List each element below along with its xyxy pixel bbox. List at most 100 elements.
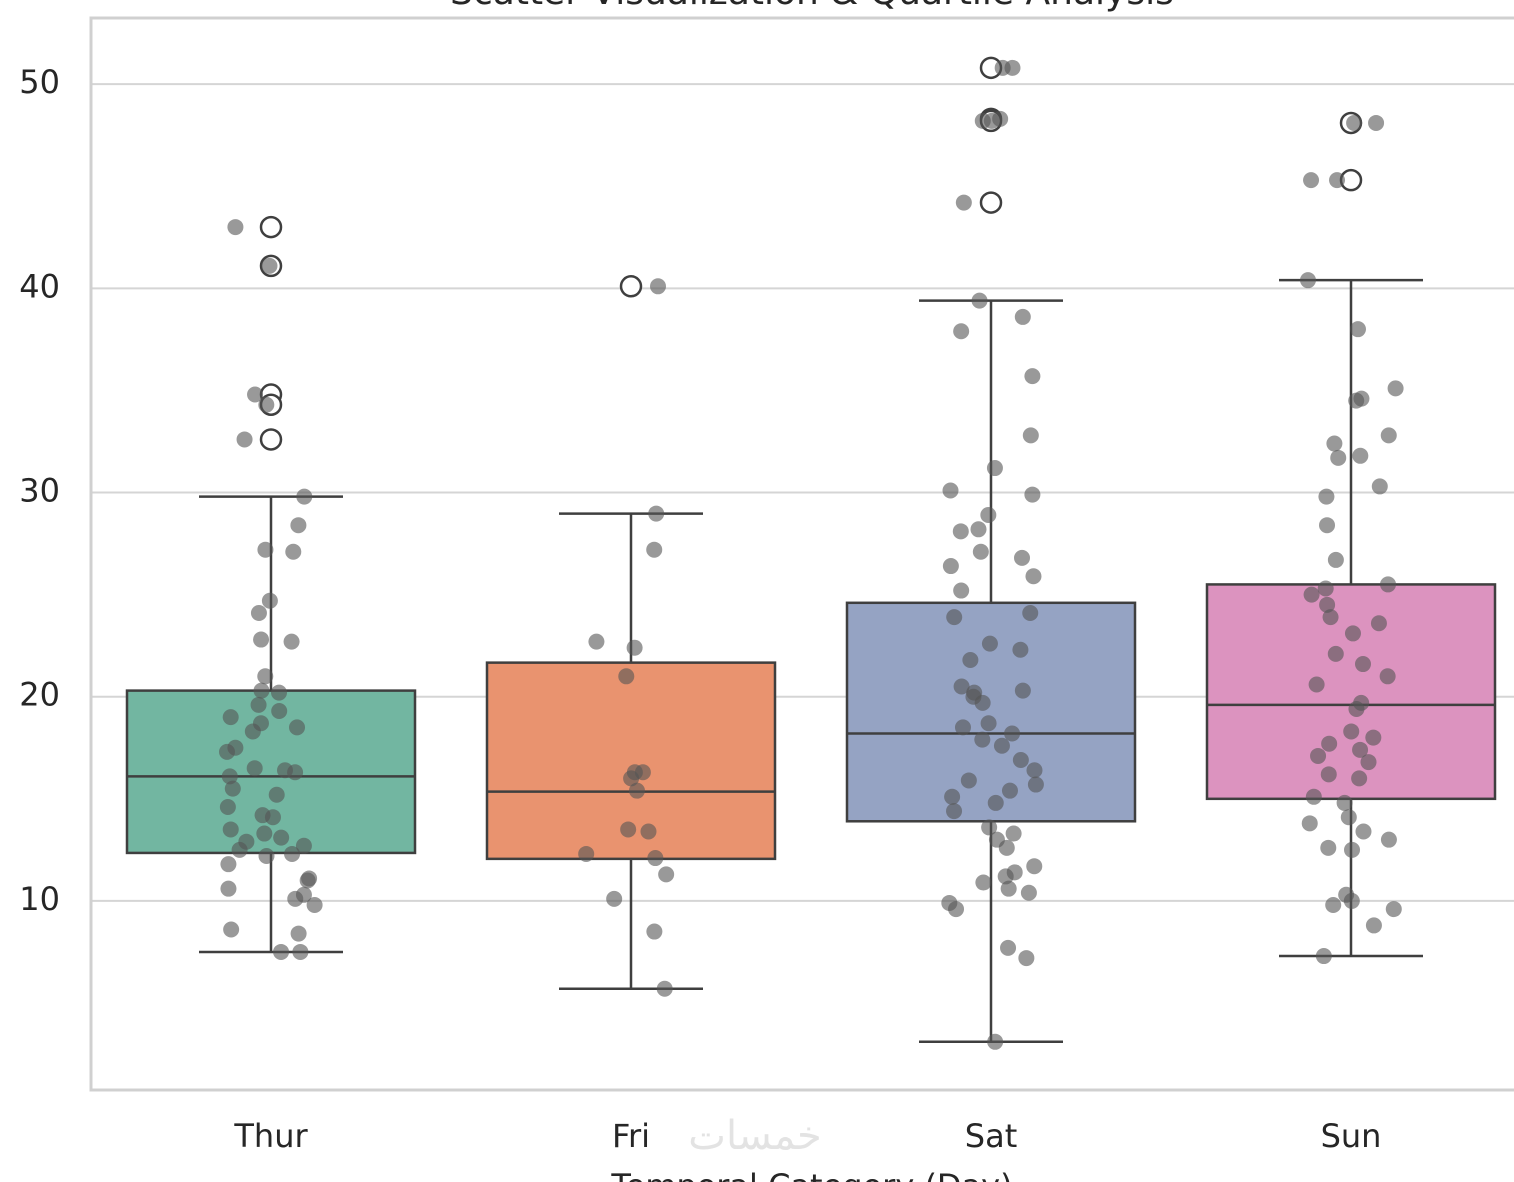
strip-point: [946, 609, 963, 626]
strip-point: [942, 558, 959, 575]
strip-point: [1349, 321, 1366, 338]
y-tick-label: 20: [19, 676, 60, 714]
strip-point: [1343, 892, 1360, 909]
strip-point: [992, 110, 1009, 127]
strip-point: [289, 719, 306, 736]
strip-point: [952, 523, 969, 540]
strip-point: [1368, 114, 1385, 131]
strip-point: [944, 788, 961, 805]
strip-point: [287, 764, 304, 781]
strip-point: [981, 819, 998, 836]
strip-point: [588, 633, 605, 650]
strip-point: [1348, 392, 1365, 409]
strip-point: [955, 194, 972, 211]
strip-point: [1327, 645, 1344, 662]
strip-point: [1315, 948, 1332, 965]
strip-point: [954, 719, 971, 736]
x-tick-label: Fri: [612, 1117, 650, 1155]
strip-point: [257, 668, 274, 685]
strip-point: [1380, 427, 1397, 444]
strip-point: [221, 768, 238, 785]
strip-point: [1026, 762, 1043, 779]
strip-point: [1365, 917, 1382, 934]
strip-point: [1330, 449, 1347, 466]
strip-point: [980, 715, 997, 732]
strip-point: [650, 278, 667, 295]
strip-point: [647, 850, 664, 867]
strip-point: [1022, 427, 1039, 444]
strip-point: [273, 829, 290, 846]
strip-point: [1012, 641, 1029, 658]
strip-point: [295, 837, 312, 854]
strip-point: [261, 592, 278, 609]
strip-point: [271, 703, 288, 720]
strip-point: [284, 845, 301, 862]
strip-point: [1320, 839, 1337, 856]
strip-point: [1018, 950, 1035, 967]
strip-point: [258, 396, 275, 413]
strip-point: [256, 825, 273, 842]
strip-point: [1014, 549, 1031, 566]
strip-point: [247, 386, 264, 403]
strip-point: [1319, 517, 1336, 534]
strip-point: [290, 517, 307, 534]
strip-point: [987, 794, 1004, 811]
strip-point: [975, 874, 992, 891]
x-tick-label: Sun: [1321, 1117, 1382, 1155]
strip-point: [981, 635, 998, 652]
strip-point: [1352, 741, 1369, 758]
strip-point: [618, 668, 635, 685]
strip-point: [299, 872, 316, 889]
strip-point: [1321, 735, 1338, 752]
strip-point: [257, 541, 274, 558]
x-tick-label: Sat: [965, 1117, 1017, 1155]
strip-point: [1380, 831, 1397, 848]
strip-point: [1326, 435, 1343, 452]
outlier: [259, 428, 283, 451]
strip-point: [970, 521, 987, 538]
strip-point: [987, 1033, 1004, 1050]
strip-point: [1317, 580, 1334, 597]
strip-point: [646, 923, 663, 940]
strip-point: [258, 847, 275, 864]
strip-point: [1351, 770, 1368, 787]
strip-point: [296, 488, 313, 505]
y-tick-label: 50: [19, 63, 60, 101]
strip-point: [1303, 586, 1320, 603]
strip-point: [623, 770, 640, 787]
strip-point: [1000, 939, 1017, 956]
y-tick-label: 10: [19, 880, 60, 918]
strip-point: [1022, 605, 1039, 622]
strip-point: [1320, 766, 1337, 783]
strip-point: [986, 460, 1003, 477]
x-axis-label: Temporal Category (Day): [610, 1167, 1012, 1182]
strip-point: [227, 219, 244, 236]
strip-point: [264, 809, 281, 826]
strip-point: [980, 506, 997, 523]
strip-point: [1322, 609, 1339, 626]
strip-point: [1380, 576, 1397, 593]
x-tick-label: Thur: [233, 1117, 308, 1155]
outlier: [979, 191, 1003, 214]
strip-point: [224, 780, 241, 797]
strip-point: [953, 678, 970, 695]
plot-frame: [89, 16, 1514, 1092]
box: [125, 689, 417, 855]
strip-point: [1344, 841, 1361, 858]
strip-point: [1336, 794, 1353, 811]
strip-point: [219, 798, 236, 815]
strip-point: [997, 868, 1014, 885]
strip-point: [1379, 668, 1396, 685]
strip-point: [962, 651, 979, 668]
strip-point: [1026, 858, 1043, 875]
strip-point: [1340, 809, 1357, 826]
strip-point: [656, 980, 673, 997]
strip-point: [1020, 884, 1037, 901]
strip-point: [290, 925, 307, 942]
strip-point: [953, 323, 970, 340]
strip-point: [948, 901, 965, 918]
strip-point: [1327, 551, 1344, 568]
strip-point: [220, 856, 237, 873]
strip-point: [1348, 700, 1365, 717]
